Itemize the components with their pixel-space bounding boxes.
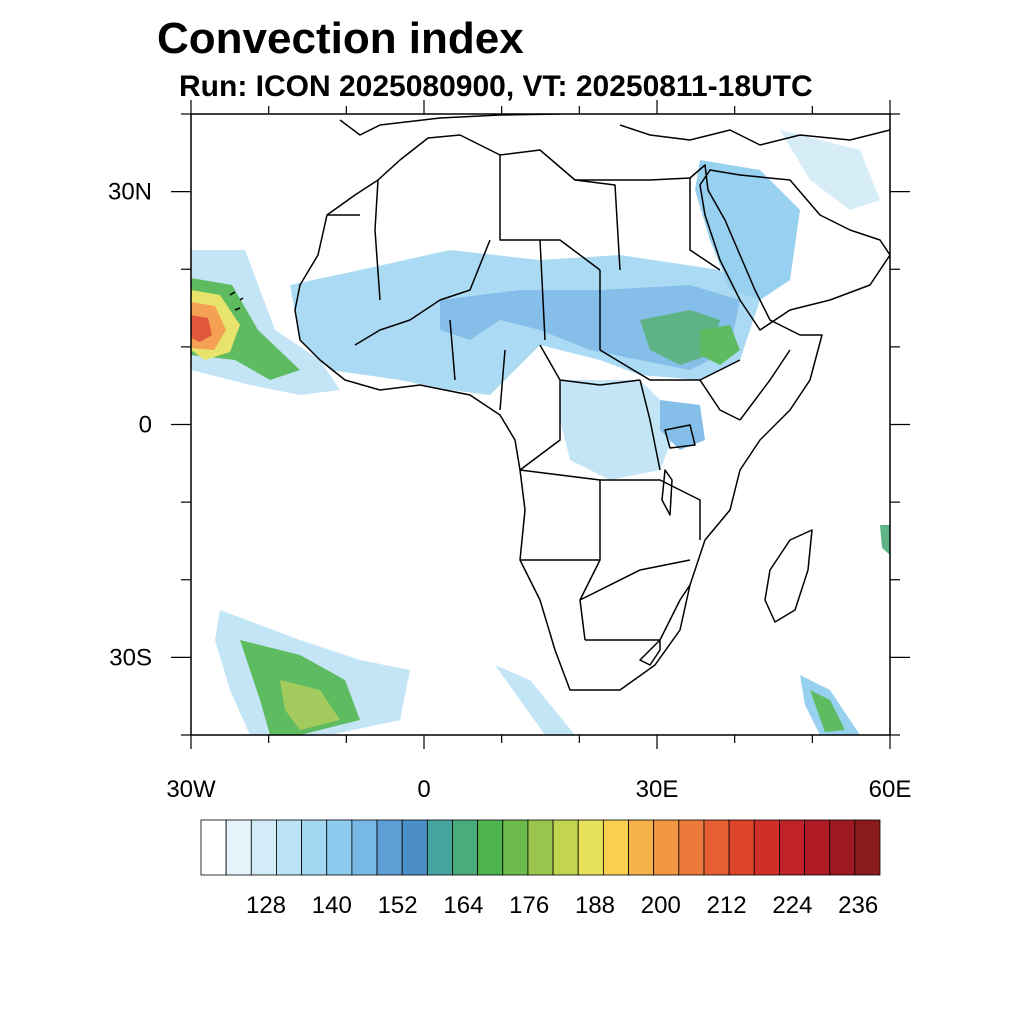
country-borders xyxy=(327,155,791,666)
colorbar-box xyxy=(628,819,655,876)
field-arabia-light xyxy=(780,130,880,210)
colorbar-box xyxy=(225,819,252,876)
field-south-africa-sw xyxy=(495,665,575,735)
colorbar-box xyxy=(401,819,428,876)
colorbar-box xyxy=(376,819,403,876)
colorbar-box xyxy=(326,819,353,876)
colorbar-box xyxy=(854,819,881,876)
lake-tanganyika xyxy=(661,469,673,516)
lat-tick-label: 0 xyxy=(139,412,152,439)
colorbar-box xyxy=(477,819,504,876)
field-arabia xyxy=(695,160,800,300)
lake-victoria xyxy=(664,424,696,449)
colorbar-box xyxy=(703,819,730,876)
colorbar: 128 140 152 164 176 188 200 212 224 236 xyxy=(200,819,881,919)
field-south-atlantic-yellow xyxy=(280,680,340,730)
arabia-coastline xyxy=(699,169,890,331)
madagascar-coastline xyxy=(764,529,813,623)
colorbar-label: 212 xyxy=(707,892,747,919)
colorbar-label: 164 xyxy=(443,892,483,919)
chart-subtitle: Run: ICON 2025080900, VT: 20250811-18UTC xyxy=(179,70,813,103)
colorbar-label: 128 xyxy=(246,892,286,919)
colorbar-box xyxy=(728,819,755,876)
field-indian-ocean-green xyxy=(810,690,845,732)
colorbar-box xyxy=(276,819,302,876)
colorbar-box xyxy=(452,819,479,876)
africa-coastline xyxy=(294,134,823,691)
coastlines-borders xyxy=(229,114,890,691)
chart-title: Convection index xyxy=(157,14,524,63)
lat-tick-label: 30N xyxy=(108,179,152,206)
colorbar-box xyxy=(250,819,277,876)
colorbar-label: 200 xyxy=(641,892,681,919)
colorbar-label: 152 xyxy=(378,892,418,919)
colorbar-box xyxy=(502,819,529,876)
colorbar-box xyxy=(200,819,227,876)
colorbar-box xyxy=(602,819,629,876)
colorbar-label: 236 xyxy=(838,892,878,919)
lon-tick-label: 30E xyxy=(636,776,679,803)
colorbar-box xyxy=(829,819,856,876)
lat-tick-label: 30S xyxy=(109,644,152,671)
map-axes: 30N 0 30S 30W 0 30E 60E xyxy=(108,100,911,803)
colorbar-box xyxy=(804,819,831,876)
colorbar-label: 140 xyxy=(312,892,352,919)
field-atlantic-red xyxy=(191,315,212,342)
colorbar-box xyxy=(779,819,805,876)
colorbar-box xyxy=(301,819,328,876)
lon-tick-label: 30W xyxy=(166,776,216,803)
lon-tick-label: 60E xyxy=(869,776,912,803)
field-ethiopia xyxy=(700,325,740,365)
colorbar-label: 224 xyxy=(772,892,812,919)
colorbar-box xyxy=(426,819,453,876)
colorbar-label: 176 xyxy=(509,892,549,919)
colorbar-box xyxy=(653,819,680,876)
convection-field xyxy=(191,130,890,735)
colorbar-box xyxy=(552,819,579,876)
colorbar-label: 188 xyxy=(575,892,615,919)
colorbar-box xyxy=(577,819,604,876)
colorbar-box xyxy=(351,819,378,876)
colorbar-box xyxy=(527,819,554,876)
map-layers xyxy=(191,114,890,735)
cape-verde xyxy=(229,291,244,311)
colorbar-box xyxy=(678,819,705,876)
colorbar-box xyxy=(753,819,780,876)
field-madagascar-east xyxy=(880,525,890,555)
mediterranean-north xyxy=(339,114,890,146)
lon-tick-label: 0 xyxy=(417,776,430,803)
field-congo xyxy=(560,380,680,480)
